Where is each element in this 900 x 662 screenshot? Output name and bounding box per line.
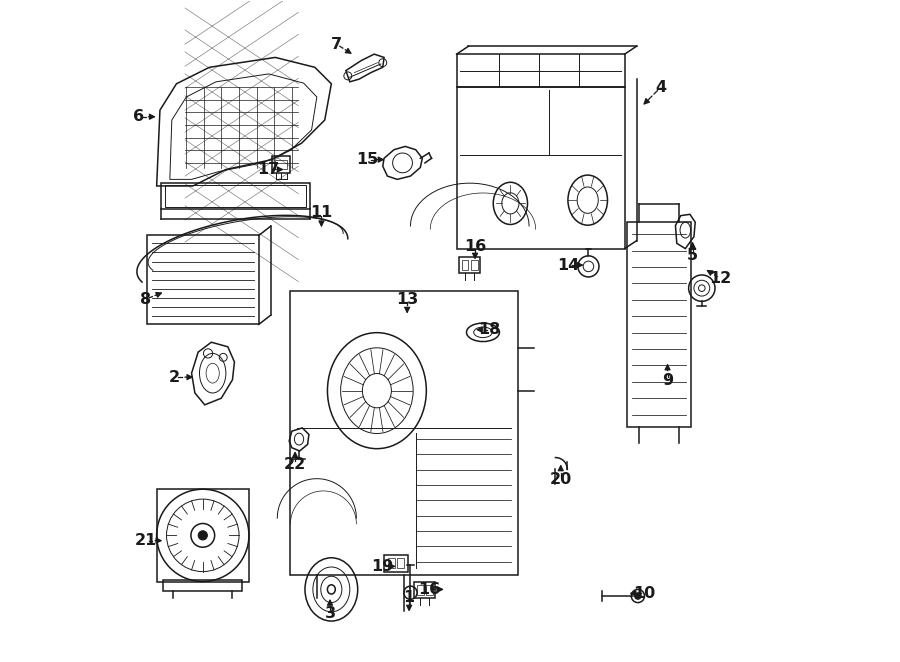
Text: 21: 21 — [134, 533, 157, 548]
Bar — [427, 585, 433, 594]
Bar — [272, 156, 291, 173]
Bar — [459, 256, 481, 273]
Ellipse shape — [634, 592, 641, 599]
Text: 1: 1 — [403, 591, 415, 606]
Text: 14: 14 — [557, 258, 580, 273]
Bar — [626, 222, 691, 426]
Bar — [161, 183, 310, 209]
Bar — [384, 555, 408, 571]
Text: 22: 22 — [284, 457, 306, 471]
Text: 6: 6 — [133, 109, 144, 124]
Bar — [388, 559, 394, 568]
Text: 13: 13 — [396, 292, 418, 307]
Bar — [166, 185, 306, 207]
Bar — [163, 579, 242, 591]
Text: 5: 5 — [687, 248, 698, 263]
Text: 10: 10 — [634, 586, 655, 601]
Text: 16: 16 — [418, 582, 440, 597]
Bar — [157, 489, 249, 581]
Bar — [462, 260, 469, 269]
Text: 16: 16 — [464, 239, 486, 254]
Bar — [417, 585, 424, 594]
Bar — [471, 260, 478, 269]
Bar — [397, 559, 404, 568]
Text: 3: 3 — [325, 606, 336, 621]
Text: 12: 12 — [709, 271, 732, 286]
Text: 17: 17 — [257, 162, 280, 177]
Bar — [147, 236, 259, 324]
Text: 19: 19 — [372, 559, 394, 574]
Text: 8: 8 — [140, 292, 151, 307]
Bar — [456, 54, 625, 87]
Text: 11: 11 — [310, 205, 333, 220]
Text: 4: 4 — [655, 79, 667, 95]
Text: 20: 20 — [550, 472, 572, 487]
Text: 7: 7 — [331, 36, 342, 52]
Ellipse shape — [198, 531, 207, 540]
Text: 18: 18 — [479, 322, 500, 337]
Text: 9: 9 — [662, 373, 673, 388]
Text: 15: 15 — [356, 152, 379, 167]
Bar — [456, 87, 625, 249]
Bar — [275, 160, 287, 169]
Text: 2: 2 — [169, 369, 180, 385]
Bar — [414, 581, 436, 598]
